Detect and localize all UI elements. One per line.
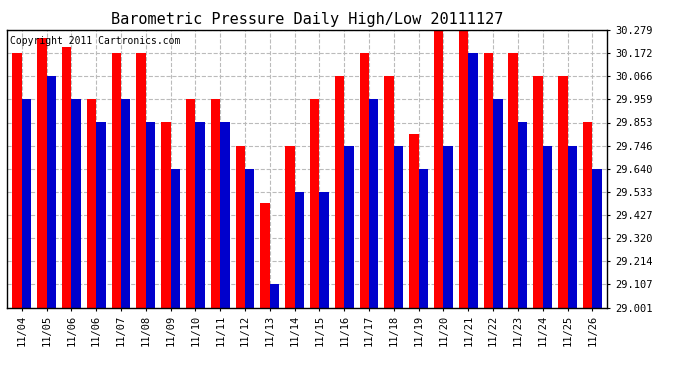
Bar xyxy=(235,146,245,308)
Bar xyxy=(533,76,543,308)
Bar xyxy=(87,99,96,308)
Bar xyxy=(359,53,369,307)
Bar xyxy=(220,123,230,308)
Bar xyxy=(137,53,146,307)
Bar xyxy=(195,123,205,308)
Text: Copyright 2011 Cartronics.com: Copyright 2011 Cartronics.com xyxy=(10,36,180,45)
Bar xyxy=(592,169,602,308)
Bar xyxy=(71,99,81,308)
Bar xyxy=(161,123,170,308)
Bar xyxy=(211,99,220,308)
Bar xyxy=(146,123,155,308)
Bar xyxy=(319,192,329,308)
Bar xyxy=(295,192,304,308)
Bar xyxy=(12,53,22,307)
Bar xyxy=(112,53,121,307)
Bar xyxy=(493,99,502,308)
Bar xyxy=(344,146,354,308)
Bar xyxy=(583,123,592,308)
Bar xyxy=(459,30,469,308)
Bar xyxy=(335,76,344,308)
Bar xyxy=(434,30,444,308)
Bar xyxy=(509,53,518,307)
Bar xyxy=(186,99,195,308)
Bar xyxy=(484,53,493,307)
Bar xyxy=(543,146,552,308)
Bar xyxy=(518,123,527,308)
Bar xyxy=(558,76,567,308)
Bar xyxy=(62,47,71,308)
Bar xyxy=(47,76,56,308)
Bar xyxy=(170,169,180,308)
Bar xyxy=(567,146,577,308)
Bar xyxy=(444,146,453,308)
Bar xyxy=(469,53,477,307)
Bar xyxy=(409,134,419,308)
Bar xyxy=(384,76,394,308)
Title: Barometric Pressure Daily High/Low 20111127: Barometric Pressure Daily High/Low 20111… xyxy=(111,12,503,27)
Bar xyxy=(310,99,319,308)
Bar xyxy=(22,99,31,308)
Bar xyxy=(285,146,295,308)
Bar xyxy=(121,99,130,308)
Bar xyxy=(270,285,279,308)
Bar xyxy=(394,146,403,308)
Bar xyxy=(260,204,270,308)
Bar xyxy=(419,169,428,308)
Bar xyxy=(245,169,255,308)
Bar xyxy=(369,99,379,308)
Bar xyxy=(37,39,47,308)
Bar xyxy=(96,123,106,308)
